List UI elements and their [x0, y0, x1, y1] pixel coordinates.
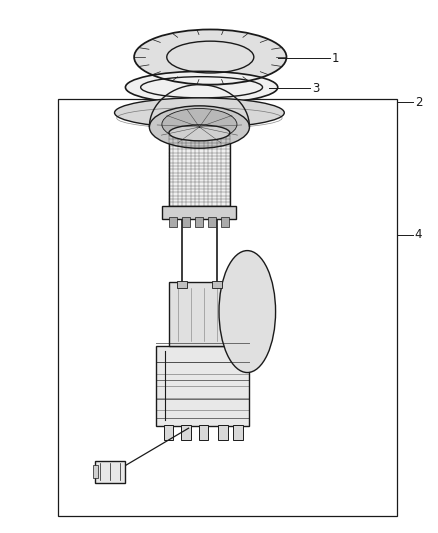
Bar — [195, 217, 203, 227]
Ellipse shape — [169, 125, 230, 141]
Bar — [95, 461, 125, 483]
Ellipse shape — [126, 72, 277, 103]
Bar — [181, 424, 191, 440]
Ellipse shape — [135, 30, 286, 84]
Bar — [156, 346, 250, 425]
Text: 3: 3 — [313, 82, 320, 95]
Bar — [212, 281, 222, 288]
Bar — [169, 282, 239, 346]
Bar — [93, 465, 98, 479]
Bar — [169, 217, 177, 227]
Bar — [177, 281, 187, 288]
Bar — [218, 424, 228, 440]
Bar — [221, 217, 229, 227]
Bar — [169, 133, 230, 206]
Bar — [198, 424, 208, 440]
Ellipse shape — [219, 251, 276, 373]
Bar — [182, 217, 190, 227]
Ellipse shape — [149, 106, 250, 148]
Bar — [58, 100, 397, 516]
Ellipse shape — [162, 109, 237, 140]
Ellipse shape — [115, 98, 284, 127]
Text: 1: 1 — [332, 52, 339, 64]
Bar — [164, 424, 173, 440]
Bar — [208, 217, 216, 227]
Text: 2: 2 — [415, 95, 422, 109]
Text: 4: 4 — [415, 228, 422, 241]
Bar — [162, 206, 237, 219]
Bar — [233, 424, 243, 440]
